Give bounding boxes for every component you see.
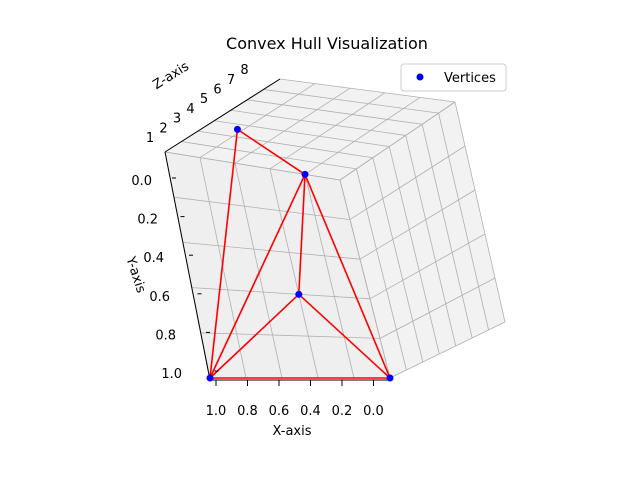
grid-line-x-back: [304, 97, 421, 175]
grid-line-x: [269, 168, 319, 379]
hull-edge: [304, 174, 391, 379]
grid-line-z-side: [421, 124, 473, 339]
y-tick-label: 0.8: [155, 328, 176, 343]
hull-edge: [209, 174, 306, 379]
grid-line-z: [181, 141, 357, 170]
hull-vertices: [206, 125, 394, 382]
grid-line-y-back: [349, 145, 466, 220]
grid-line-x: [234, 163, 283, 379]
x-tick-label: 0.8: [237, 404, 258, 419]
hull-edge: [209, 293, 300, 379]
x-tick-label: 1.0: [206, 404, 227, 419]
y-tick-label: 0.4: [143, 251, 164, 266]
grid-line-y: [182, 242, 361, 260]
hull-edges: [209, 128, 391, 379]
x-tick-label: 0.6: [269, 404, 290, 419]
y-tick-label: 0.6: [149, 290, 170, 305]
grid-line-y-back: [339, 101, 456, 181]
hull-edge: [298, 293, 391, 379]
grid-line-x: [304, 174, 355, 379]
grid-line-z: [164, 151, 341, 181]
grid-line-z-side: [454, 101, 506, 323]
y-tick-label: 1.0: [161, 367, 182, 382]
chart-title: Convex Hull Visualization: [226, 34, 428, 53]
grid-line-x-back: [199, 83, 316, 158]
vertex-point: [301, 170, 309, 178]
x-axis-label: X-axis: [273, 424, 312, 439]
grid-line-z: [230, 109, 406, 136]
hull-edge: [209, 129, 239, 379]
grid-line-y: [173, 196, 351, 220]
z-tick-label: 5: [200, 92, 208, 107]
z-axis-line: [164, 78, 281, 153]
grid-line-y-back: [389, 321, 506, 379]
x-tick-label: 0.2: [332, 404, 353, 419]
vertex-point: [233, 125, 241, 133]
y-axis-line: [164, 151, 211, 381]
legend-label: Vertices: [444, 71, 496, 86]
vertex-point: [295, 290, 303, 298]
z-axis-label: Z-axis: [150, 59, 192, 93]
grid-line-x-back: [269, 92, 386, 170]
grid-line-z-side: [405, 135, 457, 347]
grid-line-x-back: [234, 87, 351, 164]
grid-line-y: [191, 287, 371, 300]
axes: [164, 78, 390, 381]
vertex-point: [206, 374, 214, 382]
z-tick-label: 3: [173, 112, 181, 127]
legend-box: [400, 63, 507, 92]
z-tick-label: 8: [240, 63, 248, 78]
x-tick-label: 0.0: [363, 404, 384, 419]
z-tick-label: 4: [186, 102, 194, 117]
legend-marker: [416, 73, 424, 81]
z-tick-label: 1: [146, 131, 154, 146]
x-tick-label: 0.4: [300, 404, 321, 419]
grid-line-y-back: [379, 277, 496, 339]
legend: Vertices: [400, 63, 507, 92]
hull-edge: [298, 174, 306, 295]
z-tick-label: 2: [159, 121, 167, 136]
pane-floor: [165, 152, 390, 378]
grid-line-z: [263, 89, 439, 114]
y-tick-label: 0.2: [137, 213, 158, 228]
z-tick-label: 7: [227, 73, 235, 88]
grid-line-z-side: [372, 157, 424, 363]
grid-line-z-side: [356, 168, 407, 371]
grid-line-z-side: [438, 113, 489, 331]
vertex-point: [386, 374, 394, 382]
hull-edge: [237, 128, 306, 176]
grid-line-z: [247, 99, 423, 125]
grid-line-z: [214, 120, 390, 147]
grid-line-y-back: [359, 189, 476, 260]
grid-line-z-side: [388, 146, 440, 355]
y-tick-label: 0.0: [131, 174, 152, 189]
grid-line-z: [197, 130, 373, 159]
grid-line-x: [199, 157, 247, 379]
z-tick-label: 6: [213, 83, 221, 98]
grid-line-z: [279, 78, 456, 103]
grid-line-z-side: [339, 179, 391, 379]
grid-line-y-back: [369, 233, 486, 300]
tick-labels: 1.0 0.8 0.6 0.4 0.2 0.0 0.0 0.2 0.4 0.6 0.8 1.0 1234…: [131, 63, 384, 419]
